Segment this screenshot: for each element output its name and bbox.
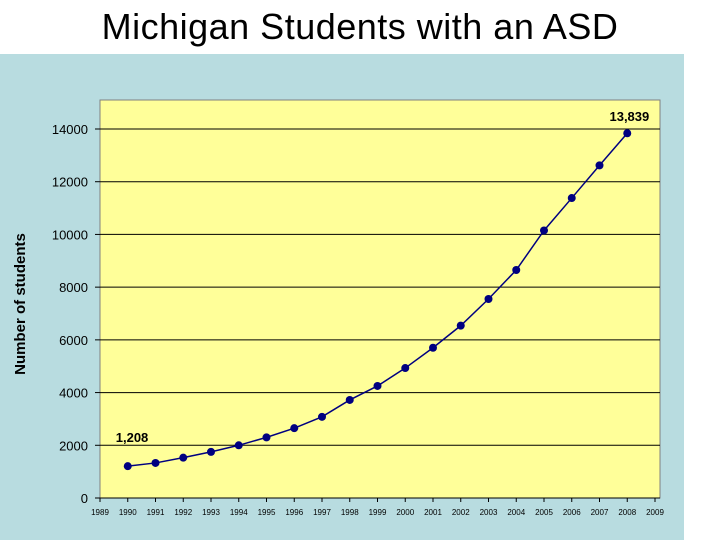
y-tick-label: 8000 (59, 280, 88, 295)
data-point (207, 447, 215, 456)
x-tick-label: 1998 (341, 508, 359, 517)
data-label: 13,839 (609, 109, 649, 124)
data-point (429, 343, 437, 352)
y-tick-label: 4000 (59, 386, 88, 401)
data-point (401, 364, 410, 373)
y-tick-label: 10000 (52, 227, 88, 242)
x-tick-label: 2002 (452, 508, 470, 517)
x-tick-label: 2008 (618, 508, 636, 517)
x-tick-label: 2004 (507, 508, 525, 517)
x-tick-label: 2007 (591, 508, 609, 517)
data-point (345, 395, 354, 404)
data-point (290, 424, 299, 433)
x-tick-label: 1997 (313, 508, 331, 517)
data-point (318, 412, 326, 421)
data-point (262, 433, 271, 442)
y-tick-label: 12000 (52, 175, 88, 190)
x-tick-label: 1991 (147, 508, 165, 517)
data-point (623, 129, 632, 138)
data-point (179, 453, 188, 462)
x-tick-label: 1996 (285, 508, 303, 517)
x-tick-label: 1990 (119, 508, 137, 517)
x-tick-label: 1994 (230, 508, 248, 517)
x-tick-label: 1992 (174, 508, 192, 517)
x-tick-label: 1995 (258, 508, 276, 517)
x-tick-label: 2000 (396, 508, 414, 517)
data-point (373, 381, 382, 390)
y-tick-label: 2000 (59, 438, 88, 453)
x-tick-label: 1989 (91, 508, 109, 517)
x-tick-label: 2006 (563, 508, 581, 517)
data-point (484, 295, 493, 304)
y-tick-label: 6000 (59, 333, 88, 348)
y-axis-label: Number of students (12, 233, 29, 375)
data-point (595, 161, 604, 170)
line-chart: 0 2000 4000 6000 8000 10000 12000 14000 1989 1990… (12, 99, 664, 517)
x-tick-label: 1993 (202, 508, 220, 517)
data-point (234, 441, 243, 450)
data-point (456, 321, 465, 330)
slide-title: Michigan Students with an ASD (101, 6, 619, 47)
x-tick-label: 2003 (480, 508, 498, 517)
x-tick-label: 1999 (369, 508, 387, 517)
chart-panel: 0 2000 4000 6000 8000 10000 12000 14000 1989 1990… (0, 54, 684, 540)
plot-area (99, 99, 661, 499)
data-point (567, 194, 576, 203)
data-point (512, 266, 521, 275)
y-tick-label: 0 (81, 491, 88, 506)
y-tick-label: 14000 (52, 122, 88, 137)
data-point (123, 462, 132, 471)
data-point (540, 226, 548, 235)
x-tick-label: 2009 (646, 508, 664, 517)
data-label: 1,208 (116, 430, 149, 445)
x-tick-label: 2001 (424, 508, 442, 517)
data-point (151, 458, 160, 467)
x-tick-label: 2005 (535, 508, 553, 517)
